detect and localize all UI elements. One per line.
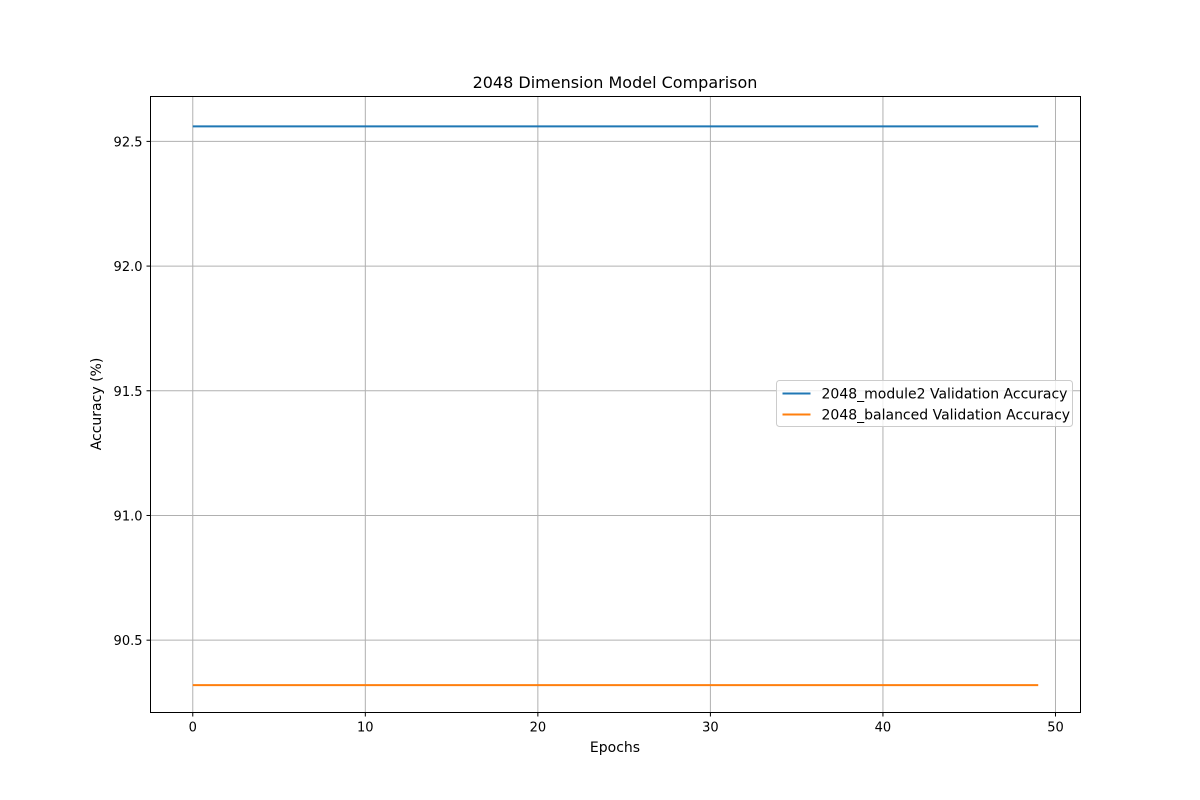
series-layer (192, 125, 1039, 687)
x-tick-label: 30 (702, 721, 719, 736)
x-axis-label: Epochs (590, 740, 640, 756)
legend-label: 2048_balanced Validation Accuracy (822, 408, 1071, 424)
legend: 2048_module2 Validation Accuracy 2048_bal… (776, 380, 1073, 427)
x-tick-label: 40 (875, 721, 892, 736)
x-tick-label: 10 (357, 721, 374, 736)
y-tick-label: 91.5 (114, 385, 143, 400)
y-tick-label: 92.0 (114, 260, 143, 275)
chart-title: 2048 Dimension Model Comparison (473, 73, 758, 92)
x-tick-label: 50 (1047, 721, 1064, 736)
x-tick-label: 20 (530, 721, 547, 736)
legend-box (776, 380, 1073, 427)
y-tick-label: 90.5 (114, 634, 143, 649)
legend-label: 2048_module2 Validation Accuracy (822, 387, 1068, 403)
y-tick-label: 91.0 (114, 509, 143, 524)
y-axis-label: Accuracy (%) (89, 358, 105, 451)
x-tick-label: 0 (189, 721, 197, 736)
y-tick-label: 92.5 (114, 135, 143, 150)
x-axis: 0 10 20 30 40 50 (189, 712, 1064, 736)
plot-frame (150, 96, 1081, 713)
y-axis: 90.5 91.0 91.5 92.0 92.5 (114, 135, 151, 649)
